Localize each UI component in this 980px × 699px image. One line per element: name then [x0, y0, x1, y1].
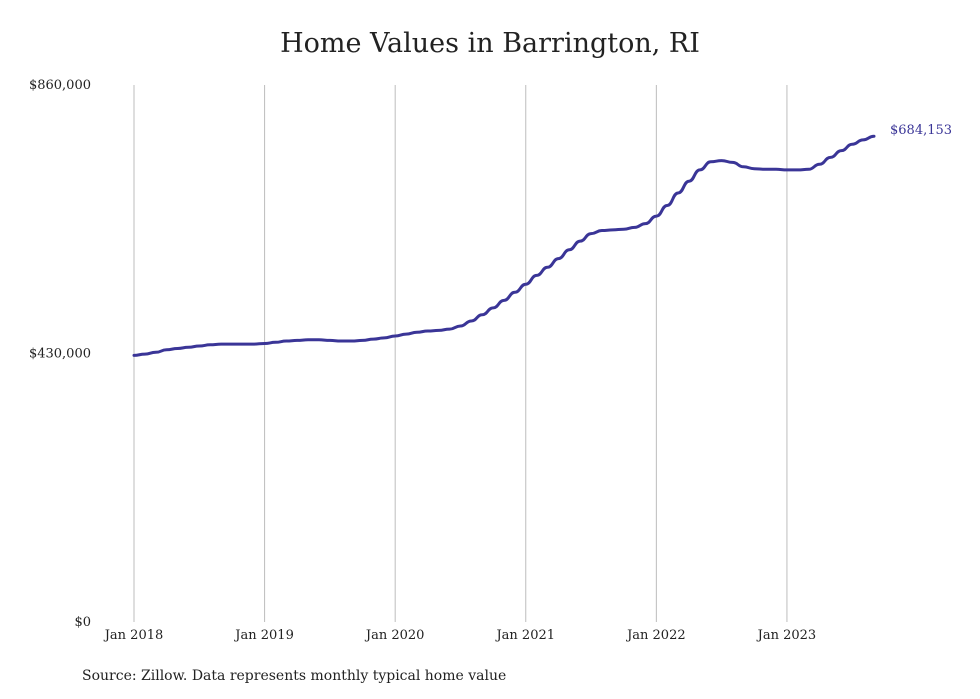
x-tick-label: Jan 2021 [494, 628, 555, 643]
chart-title: Home Values in Barrington, RI [280, 28, 700, 59]
x-tick-label: Jan 2018 [103, 628, 164, 643]
end-label-layer: $684,153 [890, 123, 952, 138]
y-tick-label: $430,000 [29, 347, 91, 362]
y-tick-label: $860,000 [29, 78, 91, 93]
x-axis-ticks: Jan 2018 Jan 2019 Jan 2020 Jan 2021 Jan 2022… [103, 628, 817, 643]
series-line [132, 134, 876, 357]
x-tick-label: Jan 2019 [233, 628, 294, 643]
series-layer [132, 134, 876, 357]
end-value-label: $684,153 [890, 123, 952, 138]
y-tick-label: $0 [74, 615, 91, 630]
x-tick-label: Jan 2020 [364, 628, 425, 643]
source-note: Source: Zillow. Data represents monthly … [82, 668, 507, 684]
grid-lines [133, 85, 788, 622]
x-tick-label: Jan 2022 [625, 628, 686, 643]
x-tick-label: Jan 2023 [756, 628, 817, 643]
y-axis-ticks: $0 $430,000 $860,000 [29, 78, 91, 630]
